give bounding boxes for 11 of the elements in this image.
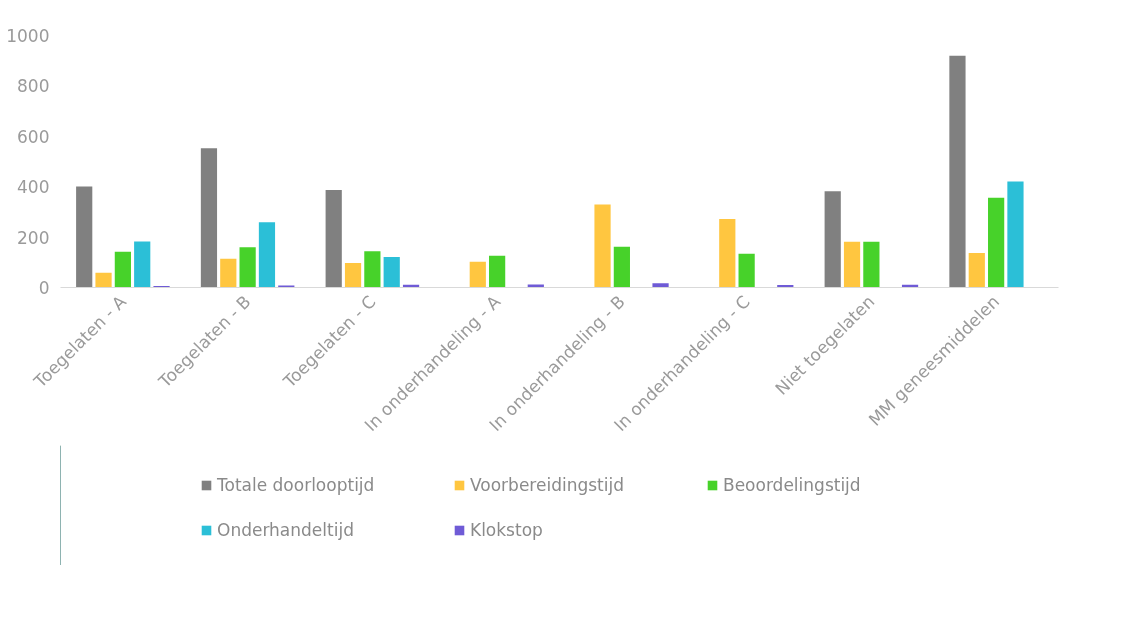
y-tick-label: 600 — [17, 126, 50, 147]
legend-label: Totale doorlooptijd — [217, 475, 376, 495]
legend-label: Klokstop — [470, 520, 544, 540]
legend-label: Onderhandeltijd — [217, 520, 355, 540]
y-tick-label: 0 — [38, 278, 50, 298]
legend-label: Voorbereidingstijd — [470, 475, 625, 495]
y-tick-label: 1000 — [6, 26, 50, 46]
y-tick-label: 800 — [17, 76, 50, 97]
y-tick-label: 200 — [17, 227, 50, 248]
y-tick-label: 400 — [17, 177, 50, 198]
legend-label: Beoordelingstijd — [723, 475, 862, 495]
